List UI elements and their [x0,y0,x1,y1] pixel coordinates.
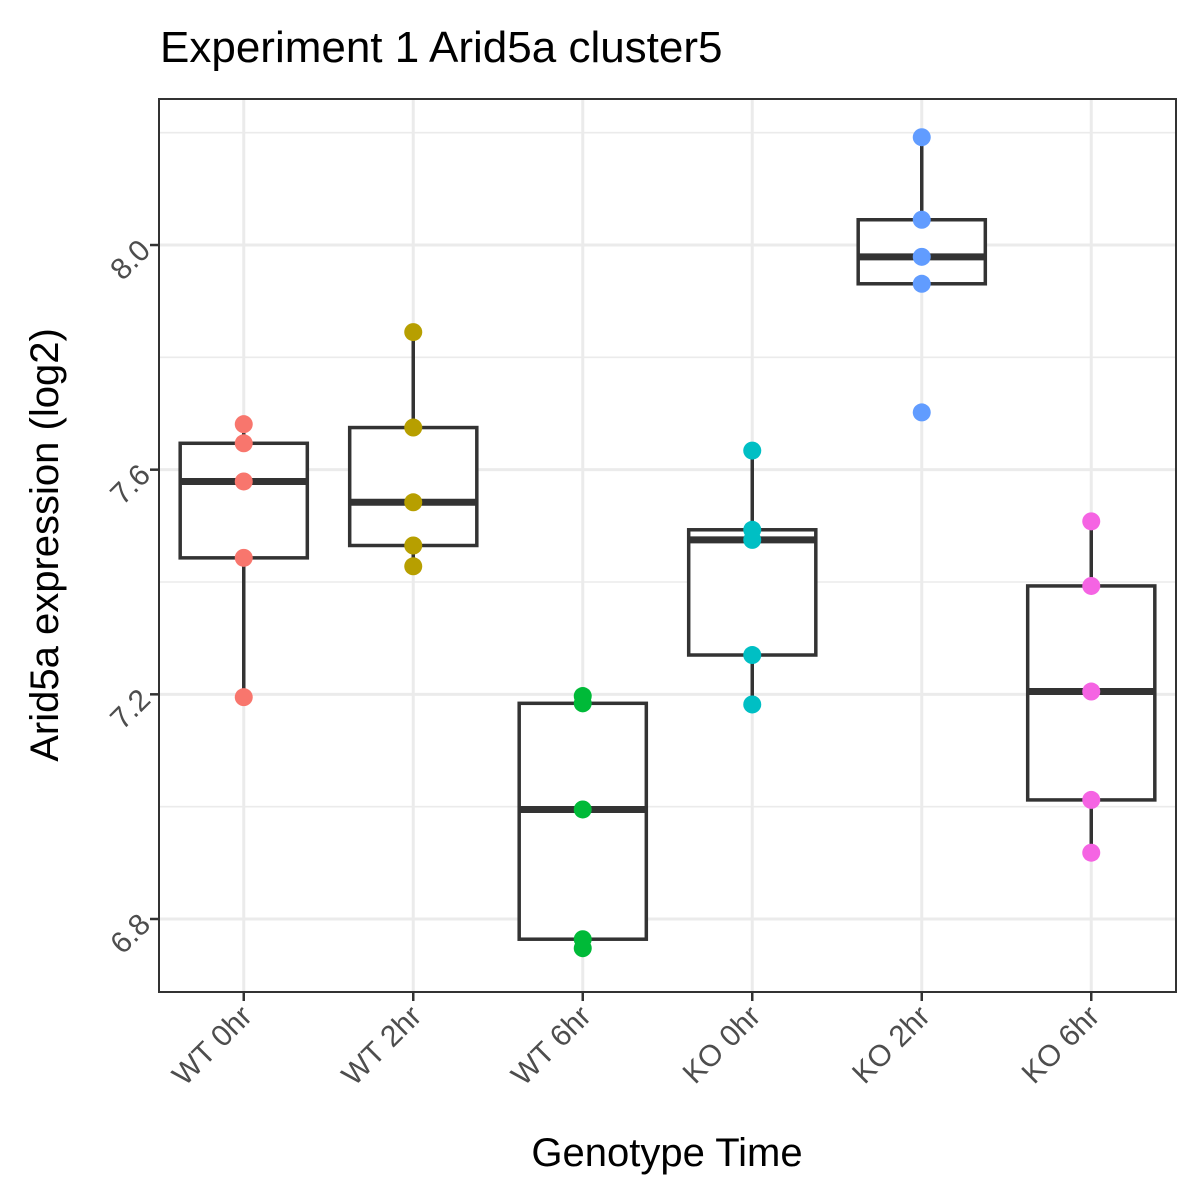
y-tick-label: 7.2 [104,683,157,736]
x-tick-label: KO 6hr [1016,1000,1107,1091]
y-tick-label: 6.8 [104,908,157,961]
data-point [1082,790,1101,809]
x-tick-label: KO 0hr [677,1000,768,1091]
grid-lines [159,99,1176,992]
data-point [743,695,762,714]
data-point [404,557,423,576]
data-point [912,128,931,147]
x-tick-label: WT 2hr [336,1000,428,1092]
data-point [404,323,423,342]
data-point [1082,512,1101,531]
data-points [234,128,1101,958]
y-tick-label: 8.0 [104,234,157,287]
data-point [912,274,931,293]
data-point [1082,843,1101,862]
data-point [912,247,931,266]
chart-title: Experiment 1 Arid5a cluster5 [160,23,723,72]
data-point [404,418,423,437]
data-point [234,434,253,453]
box-wt-2hr [347,425,479,548]
x-tick-label: WT 0hr [166,1000,258,1092]
data-point [743,646,762,665]
data-point [912,210,931,229]
data-point [573,800,592,819]
y-tick-label: 7.6 [104,458,157,511]
data-point [234,415,253,434]
data-point [573,939,592,958]
data-point [234,548,253,567]
x-axis-title: Genotype Time [531,1131,802,1175]
box-wt-6hr [517,701,649,941]
y-axis-title: Arid5a expression (log2) [23,328,67,762]
box-wt-0hr [178,441,310,560]
data-point [1082,576,1101,595]
data-point [743,441,762,460]
data-point [1082,682,1101,701]
axes: 6.8 7.2 7.6 8.0 WT 0hr WT 2hr WT 6hr KO 0hr KO 2… [104,234,1106,1092]
boxes [178,137,1157,949]
data-point [743,530,762,549]
plot-panel-border [158,98,1177,993]
data-point [912,403,931,422]
data-point [404,536,423,555]
data-point [234,688,253,707]
x-tick-label: WT 6hr [505,1000,597,1092]
data-point [404,493,423,512]
x-tick-label: KO 2hr [846,1000,937,1091]
data-point [573,694,592,713]
data-point [234,472,253,491]
